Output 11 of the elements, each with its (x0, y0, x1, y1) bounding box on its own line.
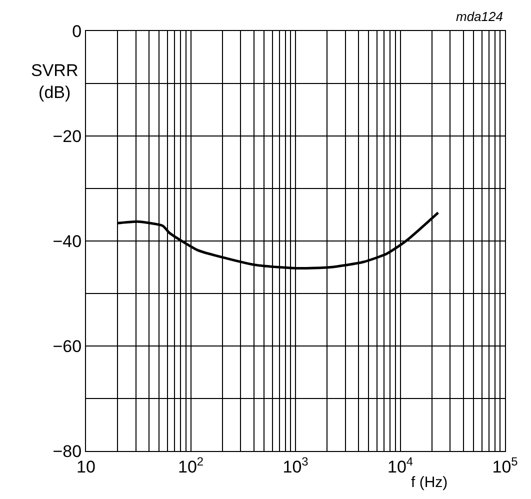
y-tick-label: 0 (72, 22, 82, 41)
y-tick-label: −60 (52, 336, 82, 356)
x-tick-label: 10$^{4}$ (387, 454, 414, 476)
x-axis-title: f (Hz) (411, 474, 448, 491)
text: mda124 (456, 9, 503, 24)
y-tick-label: −20 (52, 126, 82, 146)
x-tick-label: 10$^{2}$ (178, 454, 204, 476)
y-tick-label: −40 (52, 232, 82, 251)
x-tick-label: 10$^{5}$ (492, 454, 518, 476)
y-axis-title: SVRR (dB) (31, 61, 78, 102)
x-tick-label: 10$^{3}$ (282, 454, 309, 476)
